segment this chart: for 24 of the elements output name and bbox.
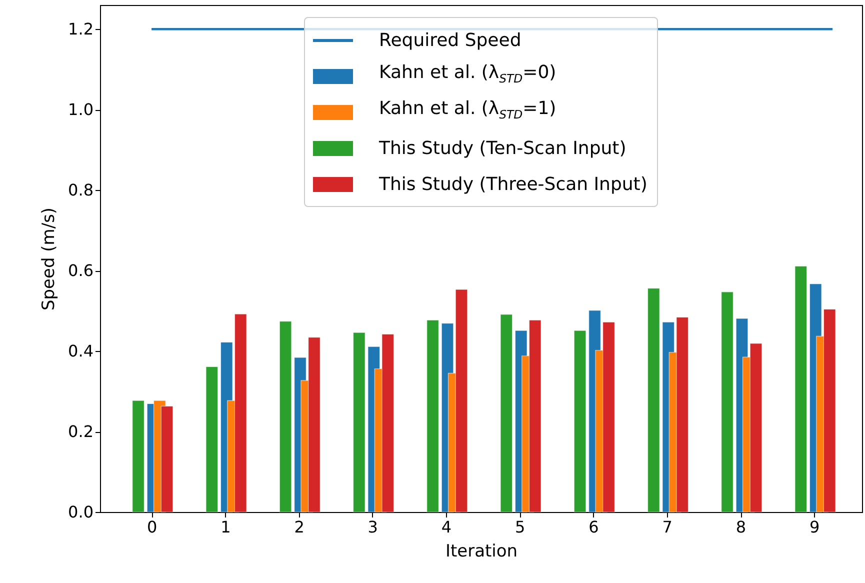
y-tick-label: 0.6 — [68, 261, 94, 280]
legend-label: Required Speed — [379, 28, 522, 52]
x-tick-label: 6 — [588, 518, 599, 536]
y-tick-label: 0.8 — [68, 180, 94, 200]
legend-label: This Study (Ten-Scan Input) — [379, 136, 626, 160]
y-axis-title: Speed (m/s) — [39, 207, 60, 311]
x-tick-label: 3 — [368, 518, 378, 536]
legend-label: Kahn et al. (λ$_{STD}$=1) — [379, 97, 556, 124]
x-tick-label: 2 — [294, 518, 304, 536]
x-tick-label: 1 — [220, 518, 231, 536]
legend-label: This Study (Three-Scan Input) — [379, 172, 648, 196]
y-tick-label: 0.2 — [68, 422, 94, 442]
y-tick-label: 1.0 — [68, 100, 94, 120]
x-tick-label: 5 — [515, 518, 526, 536]
x-tick-label: 9 — [810, 518, 820, 536]
y-tick-label: 0.4 — [68, 342, 94, 361]
y-tick-label: 1.2 — [68, 20, 94, 39]
y-tick-label: 0.0 — [68, 502, 94, 522]
x-tick-label: 0 — [146, 518, 158, 536]
x-axis-title: Iteration — [445, 542, 518, 562]
x-tick-label: 7 — [662, 518, 672, 536]
x-tick-label: 8 — [736, 518, 746, 536]
legend-label: Kahn et al. (λ$_{STD}$=0) — [379, 61, 556, 88]
x-tick-label: 4 — [441, 518, 452, 536]
